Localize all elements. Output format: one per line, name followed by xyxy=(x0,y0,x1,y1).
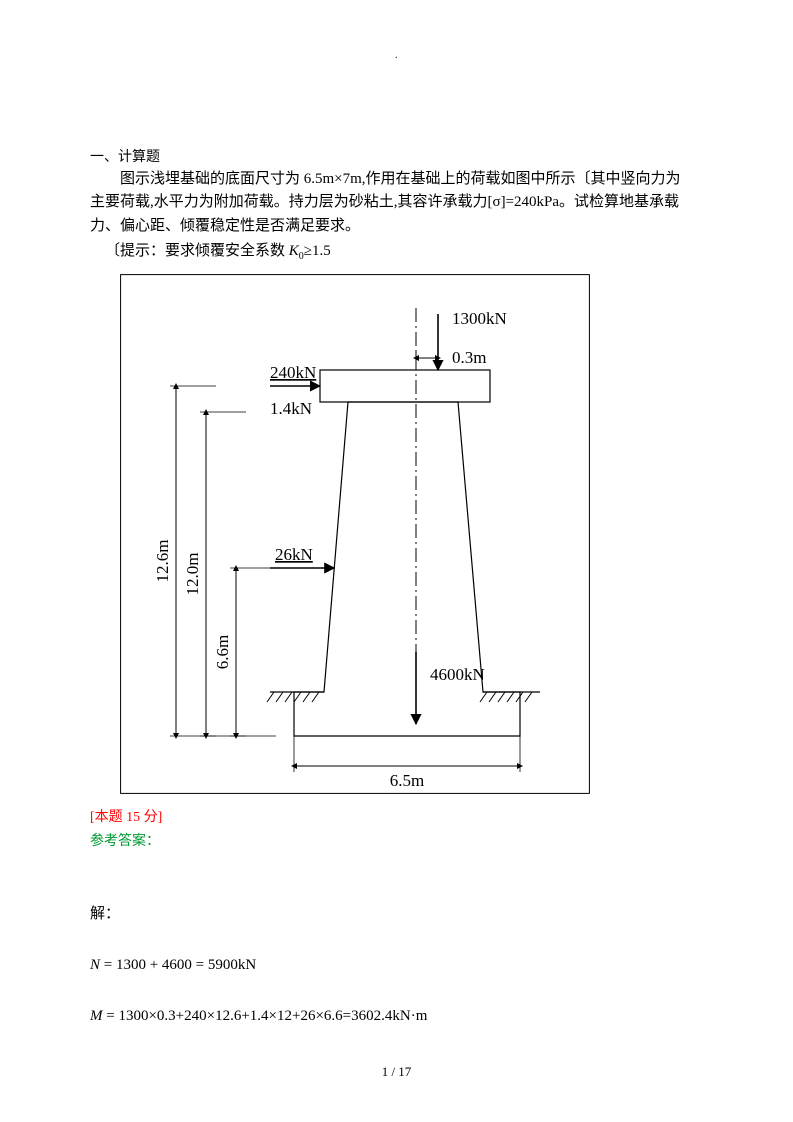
svg-text:6.6m: 6.6m xyxy=(213,635,232,669)
solution-block: 解： N = 1300 + 4600 = 5900kN M = 1300×0.3… xyxy=(90,898,713,1033)
hint-prefix: 〔提示：要求倾覆安全系数 xyxy=(105,243,289,259)
score-text: [本题 15 分] xyxy=(90,806,713,826)
svg-text:12.0m: 12.0m xyxy=(183,553,202,596)
problem-line-1: 图示浅埋基础的底面尺寸为 6.5m×7m,作用在基础上的荷载如图中所示〔其中竖向… xyxy=(90,168,713,191)
svg-text:26kN: 26kN xyxy=(275,545,313,564)
svg-text:6.5m: 6.5m xyxy=(390,771,424,790)
eqn-n: N = 1300 + 4600 = 5900kN xyxy=(90,949,713,982)
figure-container: 1300kN 0.3m 240kN 1.4kN 26kN 4600kN 12.6m 12.0m… xyxy=(120,274,713,794)
foundation-diagram: 1300kN 0.3m 240kN 1.4kN 26kN 4600kN 12.6m 12.0m… xyxy=(120,274,590,794)
solution-label: 解： xyxy=(90,898,713,931)
top-mark: . xyxy=(395,50,398,61)
eqn-m: M = 1300×0.3+240×12.6+1.4×12+26×6.6=3602… xyxy=(90,1000,713,1033)
answer-label: 参考答案： xyxy=(90,830,713,850)
svg-text:4600kN: 4600kN xyxy=(430,665,485,684)
svg-text:0.3m: 0.3m xyxy=(452,348,486,367)
section-title: 一、计算题 xyxy=(90,146,713,166)
hint-suffix: ≥1.5 xyxy=(304,243,331,259)
page: . 一、计算题 图示浅埋基础的底面尺寸为 6.5m×7m,作用在基础上的荷载如图… xyxy=(0,0,793,1122)
svg-text:1300kN: 1300kN xyxy=(452,309,507,328)
problem-line-2: 主要荷载,水平力为附加荷载。持力层为砂粘土,其容许承载力[σ]=240kPa。试… xyxy=(90,191,713,214)
svg-text:1.4kN: 1.4kN xyxy=(270,399,312,418)
hint-k: K xyxy=(289,243,299,259)
svg-text:240kN: 240kN xyxy=(270,363,316,382)
hint-line: 〔提示：要求倾覆安全系数 K0≥1.5 xyxy=(90,240,713,265)
problem-line-3: 力、偏心距、倾覆稳定性是否满足要求。 xyxy=(90,215,713,238)
svg-text:12.6m: 12.6m xyxy=(153,540,172,583)
page-footer: 1 / 17 xyxy=(0,1064,793,1080)
